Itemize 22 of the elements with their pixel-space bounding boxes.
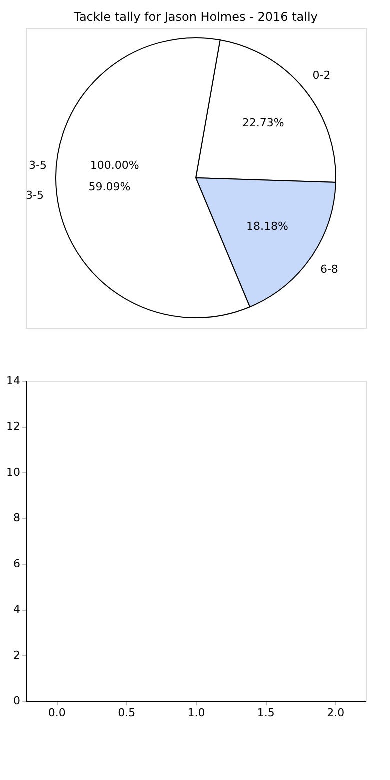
data-label: 18.18% [246,220,288,234]
x-tick-label: 2.0 [327,706,345,720]
y-tick-label: 6 [14,557,20,570]
data-label: 59.09% [88,180,131,194]
y-tick-label: 10 [6,466,20,479]
chart-title: Tackle tally for Jason Holmes - 2016 tally [73,10,318,24]
y-tick-label: 14 [6,374,20,388]
x-tick-label: 0.5 [118,706,136,720]
y-tick-label: 4 [14,603,20,616]
x-tick-label: 0.0 [48,706,66,720]
x-tick-label: 1.0 [188,706,206,720]
slice-label: 3-5 [26,188,44,202]
text: 3-5 [29,159,47,172]
y-tick-label: 2 [14,648,20,662]
slice-label: 6-8 [320,262,338,276]
y-tick-label: 12 [6,420,20,434]
text: 100.00% [90,159,140,172]
data-label: 22.73% [242,116,284,130]
y-tick-label: 8 [14,512,20,525]
slice-label: 0-2 [312,68,331,82]
x-tick-label: 1.5 [257,706,275,720]
y-tick-label: 0 [14,694,20,708]
